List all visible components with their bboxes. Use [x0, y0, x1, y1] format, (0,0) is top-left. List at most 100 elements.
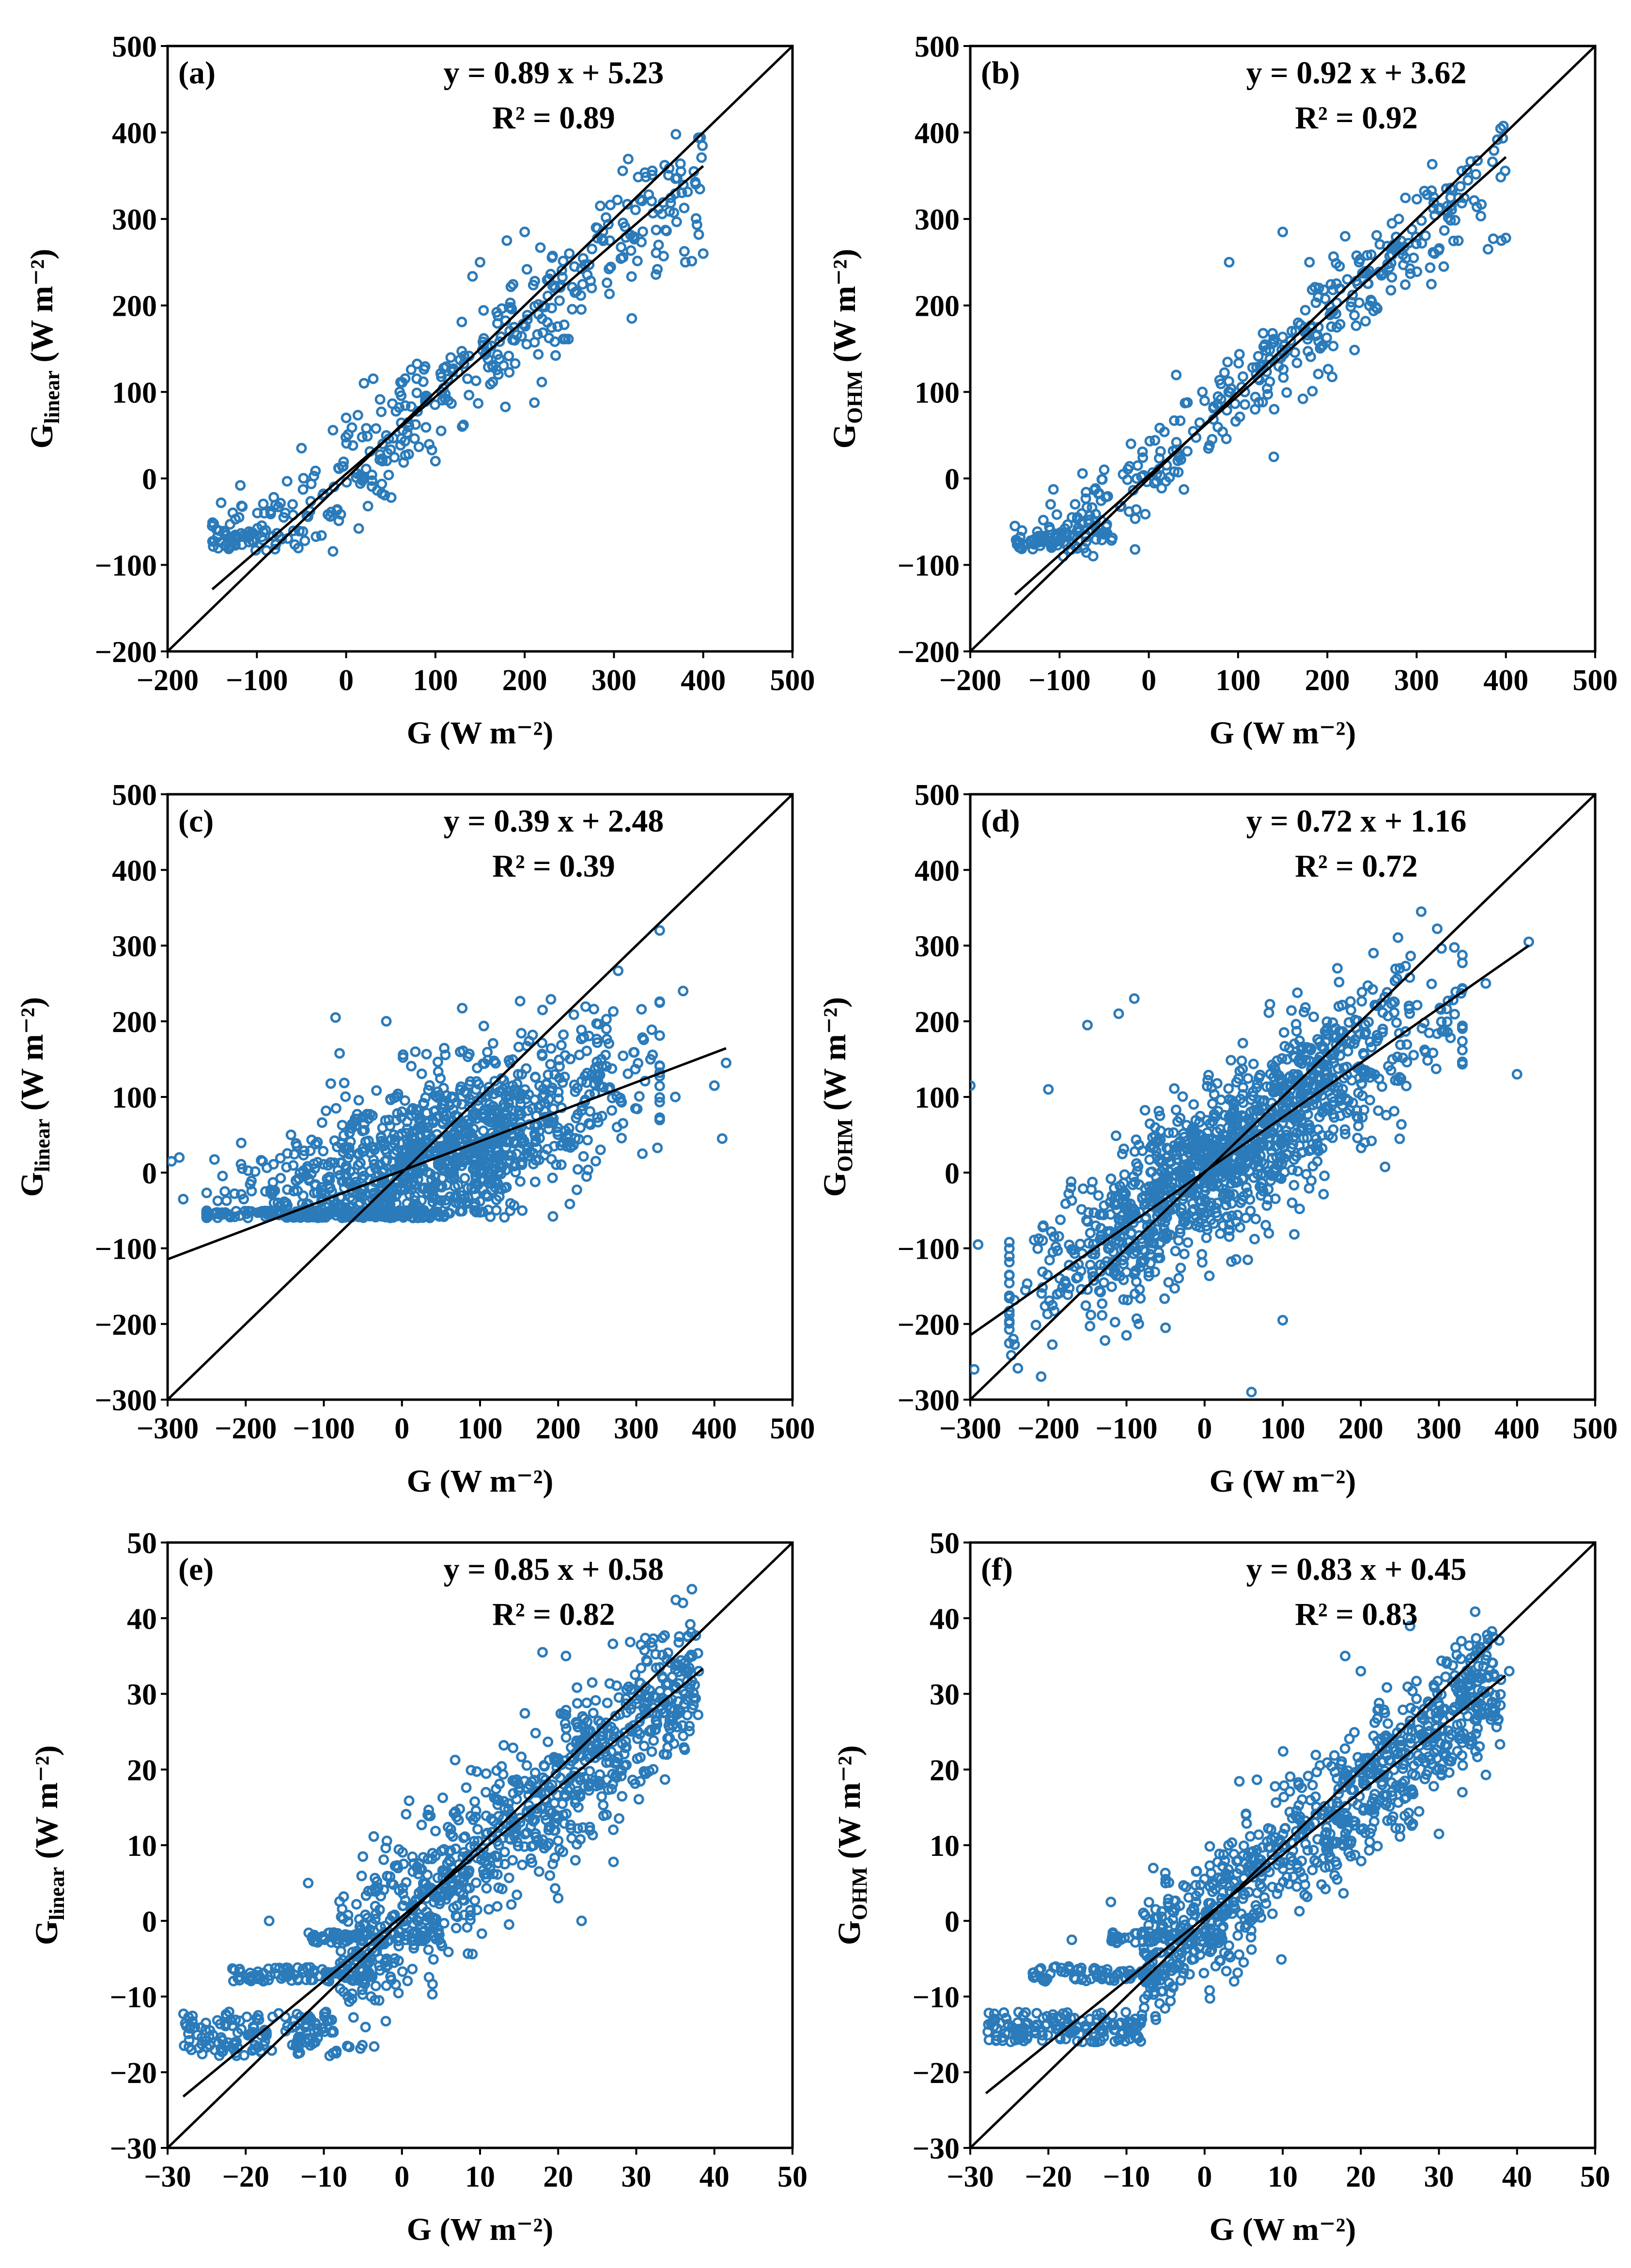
data-point — [1222, 356, 1233, 368]
data-point — [370, 1980, 381, 1991]
data-point — [1400, 192, 1411, 203]
data-point — [1392, 1051, 1403, 1063]
data-point — [270, 1962, 281, 1974]
data-point — [1180, 1216, 1191, 1227]
data-point — [1048, 484, 1059, 495]
one-to-one-line — [167, 1542, 793, 2149]
data-point — [1258, 1158, 1270, 1169]
panel-a-r2: R² = 0.89 — [492, 100, 615, 136]
data-point — [604, 235, 615, 246]
data-point — [1237, 1037, 1248, 1049]
data-point — [611, 1122, 622, 1133]
data-point — [527, 1857, 538, 1868]
data-point — [615, 1095, 626, 1107]
data-point — [1012, 1363, 1024, 1374]
data-point — [1396, 1119, 1407, 1130]
data-point — [1336, 1000, 1348, 1011]
data-point — [1221, 1965, 1232, 1976]
data-point — [457, 1889, 468, 1900]
data-point — [1232, 1111, 1243, 1123]
data-point — [1278, 340, 1289, 351]
data-point — [570, 1086, 581, 1097]
data-point — [716, 1133, 728, 1144]
data-point — [399, 1095, 410, 1106]
data-point — [596, 1723, 607, 1734]
data-point — [657, 1696, 668, 1707]
data-point — [697, 140, 708, 151]
data-point — [1404, 263, 1415, 274]
panel-c: −300 −200 −100 0 100 200 300 400 500−300−200−100… — [15, 779, 815, 1499]
y-tick-label: 20 — [127, 1754, 157, 1787]
data-point — [1186, 1186, 1197, 1197]
data-point — [1366, 249, 1377, 260]
data-point — [1161, 1193, 1172, 1204]
data-point — [487, 362, 498, 373]
data-point — [380, 2016, 391, 2027]
data-point — [1360, 316, 1371, 327]
panel-b-label: (b) — [981, 55, 1020, 91]
data-point — [1116, 500, 1127, 511]
data-point — [1161, 1177, 1172, 1188]
panel-b: −200 −100 0 100 200 300 400 500−200−10001002003… — [827, 31, 1618, 751]
x-tick-label: 500 — [770, 664, 815, 697]
data-point — [1386, 272, 1398, 283]
panel-b-marks — [969, 45, 1596, 652]
y-tick-label: 400 — [915, 117, 960, 150]
data-point — [1331, 322, 1342, 333]
data-point — [458, 1832, 469, 1843]
data-point — [1126, 1208, 1137, 1219]
x-tick-label: 400 — [1494, 1412, 1539, 1445]
y-tick-label: 400 — [112, 854, 157, 887]
y-tick-label: −100 — [95, 549, 157, 582]
data-point — [646, 1746, 657, 1757]
data-point — [423, 1944, 434, 1955]
data-point — [1261, 366, 1272, 377]
regression-line — [969, 944, 1530, 1336]
data-point — [1327, 1017, 1338, 1028]
data-point — [464, 1049, 475, 1060]
data-point — [288, 525, 299, 537]
data-point — [348, 2012, 359, 2023]
data-point — [1089, 1249, 1101, 1260]
data-point — [246, 1975, 257, 1987]
data-point — [636, 1663, 647, 1674]
data-point — [1279, 1167, 1290, 1178]
data-point — [438, 1918, 450, 1929]
data-point — [482, 354, 494, 365]
data-point — [467, 1814, 479, 1825]
data-point — [284, 1966, 295, 1977]
data-point — [1455, 181, 1466, 192]
x-tick-label: −100 — [1095, 1412, 1157, 1445]
data-point — [512, 1836, 523, 1848]
data-point — [552, 321, 563, 332]
data-point — [648, 1735, 659, 1746]
data-point — [244, 1206, 255, 1217]
data-point — [1239, 1149, 1250, 1160]
data-point — [487, 376, 498, 387]
data-point — [1183, 1137, 1195, 1148]
x-tick-label: 0 — [394, 2160, 409, 2193]
data-point — [368, 1831, 379, 1842]
data-point — [1219, 1110, 1230, 1121]
data-point — [1071, 1273, 1082, 1284]
data-point — [1489, 145, 1500, 156]
data-point — [322, 509, 333, 520]
data-point — [352, 1113, 363, 1125]
data-point — [389, 1135, 401, 1146]
data-point — [276, 1973, 287, 1984]
data-point — [652, 1142, 663, 1154]
data-point — [1356, 996, 1367, 1007]
data-point — [1117, 1148, 1128, 1159]
data-point — [639, 1768, 651, 1779]
data-point — [321, 1105, 332, 1116]
data-point — [225, 2015, 236, 2026]
data-point — [432, 1086, 443, 1097]
data-point — [1159, 426, 1170, 437]
data-point — [1349, 310, 1360, 321]
data-point — [544, 1870, 556, 1881]
data-point — [485, 1211, 496, 1222]
data-point — [381, 1016, 392, 1027]
data-point — [264, 1915, 275, 1927]
data-point — [1070, 499, 1081, 510]
data-point — [1204, 1175, 1215, 1186]
